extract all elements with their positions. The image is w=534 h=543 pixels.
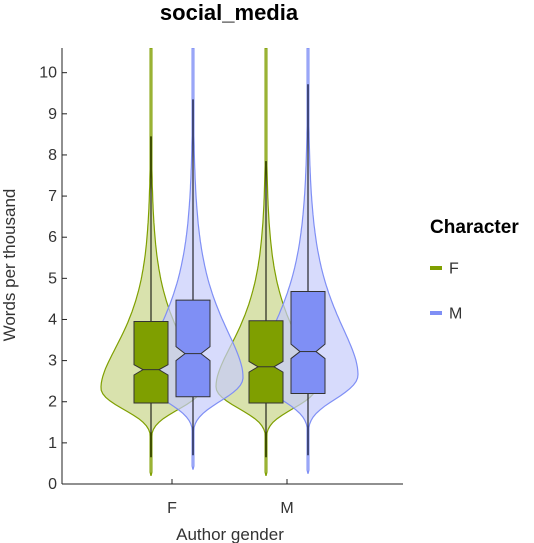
x-tick-label: F [167,500,177,517]
box-M-M [290,291,326,395]
legend-label-F: F [449,261,459,278]
y-axis-title: Words per thousand [0,189,19,342]
y-tick-label: 9 [48,106,57,123]
x-axis-title: Author gender [176,525,284,543]
y-tick-label: 10 [39,65,57,82]
box-F-M [248,320,284,404]
box-F-F [133,321,169,404]
y-tick-label: 3 [48,353,57,370]
axes: 0 1 2 3 4 5 6 7 8 9 10 F M [39,48,403,517]
box-M-F [175,299,211,398]
y-tick-label: 4 [48,311,57,328]
y-tick-label: 0 [48,476,57,493]
y-tick-label: 8 [48,147,57,164]
legend: Character F M [430,217,519,323]
y-tick-label: 7 [48,188,57,205]
legend-label-M: M [449,306,462,323]
y-tick-label: 2 [48,394,57,411]
plot-clip-group [100,48,359,476]
x-tick-label: M [280,500,293,517]
chart-title: social_media [160,0,299,25]
y-tick-label: 5 [48,270,57,287]
legend-title: Character [430,217,519,238]
plot-area [100,48,359,476]
y-tick-label: 6 [48,229,57,246]
y-tick-label: 1 [48,435,57,452]
